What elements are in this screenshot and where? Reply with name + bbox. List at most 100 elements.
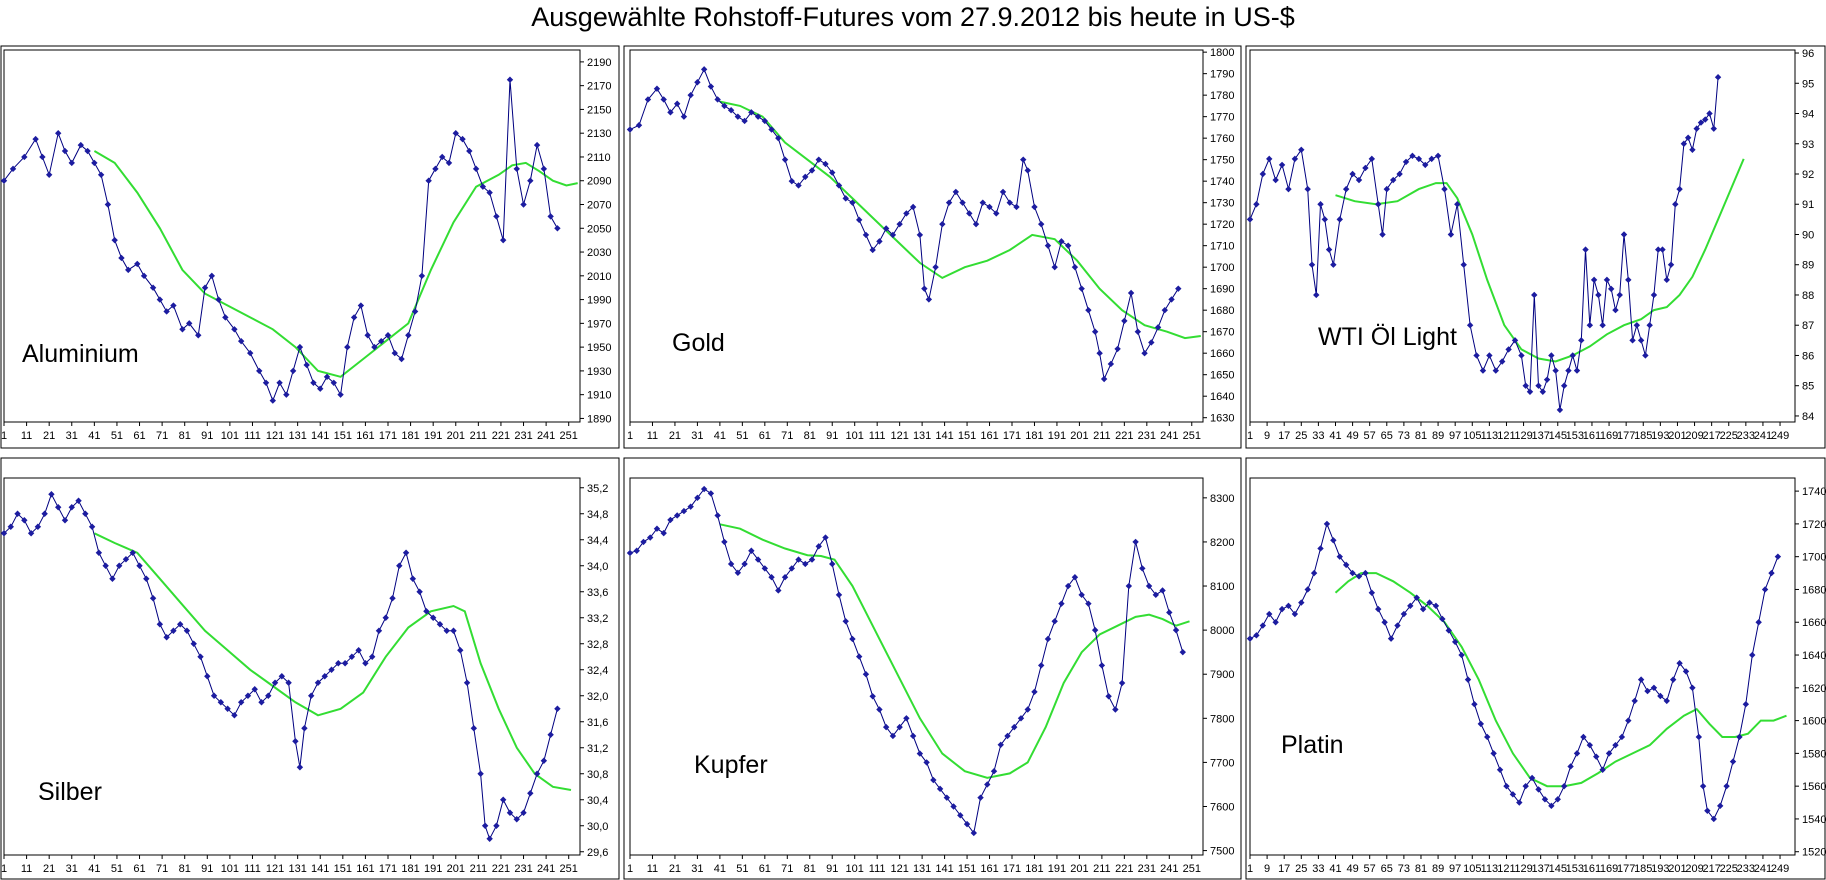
price-point: [687, 91, 694, 99]
price-point: [1134, 328, 1142, 335]
x-tick-label: 21: [43, 863, 55, 875]
price-point: [1516, 799, 1523, 806]
price-point: [903, 210, 910, 217]
x-tick-label: 41: [1329, 863, 1341, 875]
price-point: [61, 517, 69, 524]
price-point: [1702, 116, 1709, 123]
price-point: [237, 699, 245, 706]
price-point: [1304, 586, 1311, 593]
price-point: [1166, 609, 1173, 616]
price-point: [1689, 146, 1696, 154]
price-point: [1714, 74, 1722, 81]
y-tick-label: 1680: [1210, 305, 1234, 317]
x-tick-label: 161: [1583, 863, 1601, 875]
price-point: [1422, 161, 1429, 169]
y-tick-label: 1580: [1802, 748, 1826, 760]
price-line: [3, 79, 558, 403]
price-point: [1304, 185, 1311, 193]
y-tick-label: 7800: [1210, 713, 1234, 725]
price-point: [869, 246, 876, 254]
x-tick-label: 201: [1668, 430, 1686, 442]
price-point: [500, 796, 507, 803]
price-point: [640, 538, 647, 546]
x-tick-label: 201: [1070, 430, 1088, 442]
price-point: [1278, 161, 1286, 169]
y-tick-label: 2050: [587, 223, 611, 235]
price-point: [452, 129, 459, 137]
price-point: [1259, 170, 1267, 178]
price-point: [222, 314, 229, 321]
page-title: Ausgewählte Rohstoff-Futures vom 27.9.20…: [531, 2, 1295, 32]
chart-panel-1: 1630 1640 1650 1660 1670 1680 1690 1700 1710 1720…: [623, 45, 1242, 449]
x-tick-label: 209: [1685, 863, 1703, 875]
price-point: [1321, 216, 1329, 223]
price-point: [317, 385, 324, 392]
price-point: [1389, 176, 1397, 184]
price-point: [527, 177, 534, 184]
price-point: [1298, 599, 1305, 606]
price-point: [190, 640, 197, 647]
y-tick-label: 1560: [1802, 781, 1826, 793]
price-point: [1554, 796, 1561, 803]
price-point: [125, 266, 132, 274]
price-point: [1141, 349, 1148, 357]
price-point: [1578, 337, 1585, 344]
price-point: [1522, 782, 1529, 790]
price-point: [966, 210, 973, 217]
price-point: [761, 565, 769, 572]
price-point: [700, 66, 708, 73]
price-point: [276, 379, 283, 386]
price-point: [163, 634, 170, 641]
price-point: [389, 595, 396, 602]
x-tick-label: 121: [890, 430, 908, 442]
y-tick-label: 30,4: [587, 795, 608, 807]
price-point: [1330, 537, 1337, 544]
y-tick-label: 1700: [1210, 262, 1234, 274]
price-point: [1669, 676, 1677, 683]
x-tick-label: 1: [627, 863, 633, 875]
price-point: [1078, 591, 1085, 599]
price-point: [1038, 662, 1045, 669]
price-point: [391, 349, 398, 357]
price-point: [466, 147, 473, 155]
price-point: [1096, 349, 1103, 357]
price-point: [1246, 216, 1254, 223]
price-point: [292, 738, 299, 745]
y-tick-label: 2110: [587, 152, 611, 164]
x-tick-label: 233: [1737, 863, 1755, 875]
price-point: [443, 627, 450, 634]
x-tick-label: 61: [133, 430, 145, 442]
price-point: [1031, 203, 1038, 211]
price-point: [1774, 553, 1782, 560]
price-point: [1620, 231, 1628, 238]
price-point: [1580, 733, 1587, 741]
price-point: [1477, 720, 1485, 728]
price-point: [1071, 574, 1079, 581]
price-point: [1246, 635, 1254, 642]
price-point: [972, 220, 980, 228]
price-point: [721, 538, 728, 546]
price-point: [1154, 324, 1162, 331]
price-point: [1415, 155, 1423, 163]
x-tick-label: 251: [1183, 863, 1201, 875]
price-point: [244, 692, 252, 699]
price-point: [183, 627, 191, 634]
price-point: [842, 195, 849, 202]
y-tick-label: 31,6: [587, 717, 608, 729]
x-tick-label: 65: [1381, 863, 1393, 875]
price-point: [1567, 763, 1574, 770]
x-tick-label: 1: [1, 430, 7, 442]
price-point: [1599, 766, 1606, 773]
x-tick-label: 11: [21, 430, 32, 442]
x-tick-label: 101: [221, 430, 239, 442]
x-tick-label: 21: [43, 430, 55, 442]
price-point: [1125, 582, 1133, 590]
price-point: [1139, 565, 1146, 572]
y-tick-label: 85: [1802, 381, 1814, 393]
commodity-label: Kupfer: [694, 751, 768, 779]
x-tick-label: 161: [1583, 430, 1601, 442]
x-tick-label: 33: [1312, 430, 1324, 442]
price-point: [1168, 296, 1175, 303]
y-tick-label: 1970: [587, 318, 611, 330]
x-tick-label: 1: [1, 863, 7, 875]
